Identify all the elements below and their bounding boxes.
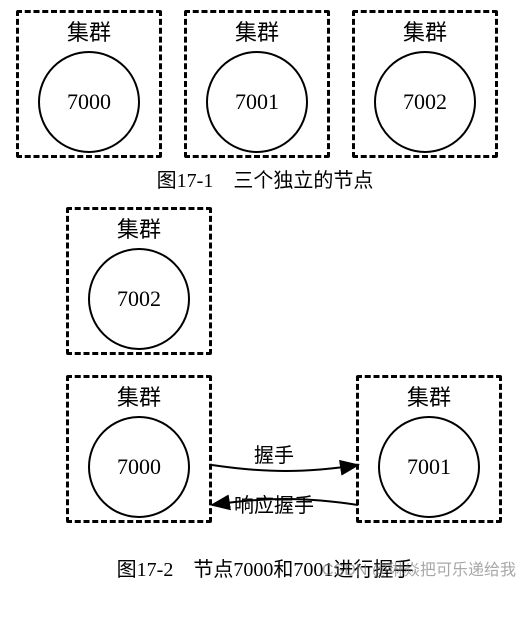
node-circle: 7002 [374, 51, 476, 153]
cluster-label: 集群 [117, 380, 161, 412]
cluster-label: 集群 [67, 15, 111, 47]
cluster-row: 集群 7000 集群 7001 集群 7002 [16, 10, 520, 158]
figure2-layout: 集群 7002 集群 7000 集群 7001 握手 响应握手 [66, 207, 520, 547]
figure-caption: 图17-2 节点7000和7001进行握手 [10, 553, 520, 582]
response-label: 响应握手 [234, 489, 314, 518]
figure-17-1: 集群 7000 集群 7001 集群 7002 图17-1 三个独立的节点 [10, 10, 520, 193]
handshake-label: 握手 [254, 439, 294, 468]
node-circle: 7000 [38, 51, 140, 153]
cluster-label: 集群 [235, 15, 279, 47]
cluster-box-7000: 集群 7000 [66, 375, 212, 523]
node-circle: 7002 [88, 248, 190, 350]
node-circle: 7001 [378, 416, 480, 518]
cluster-box-7002: 集群 7002 [66, 207, 212, 355]
cluster-box-7001: 集群 7001 [356, 375, 502, 523]
cluster-box: 集群 7002 [352, 10, 498, 158]
cluster-label: 集群 [407, 380, 451, 412]
cluster-label: 集群 [117, 212, 161, 244]
node-circle: 7000 [88, 416, 190, 518]
figure-caption: 图17-1 三个独立的节点 [10, 164, 520, 193]
cluster-box: 集群 7001 [184, 10, 330, 158]
figure-17-2: 集群 7002 集群 7000 集群 7001 握手 响应握手 图17-2 节点… [10, 207, 520, 582]
cluster-box: 集群 7000 [16, 10, 162, 158]
node-circle: 7001 [206, 51, 308, 153]
cluster-label: 集群 [403, 15, 447, 47]
